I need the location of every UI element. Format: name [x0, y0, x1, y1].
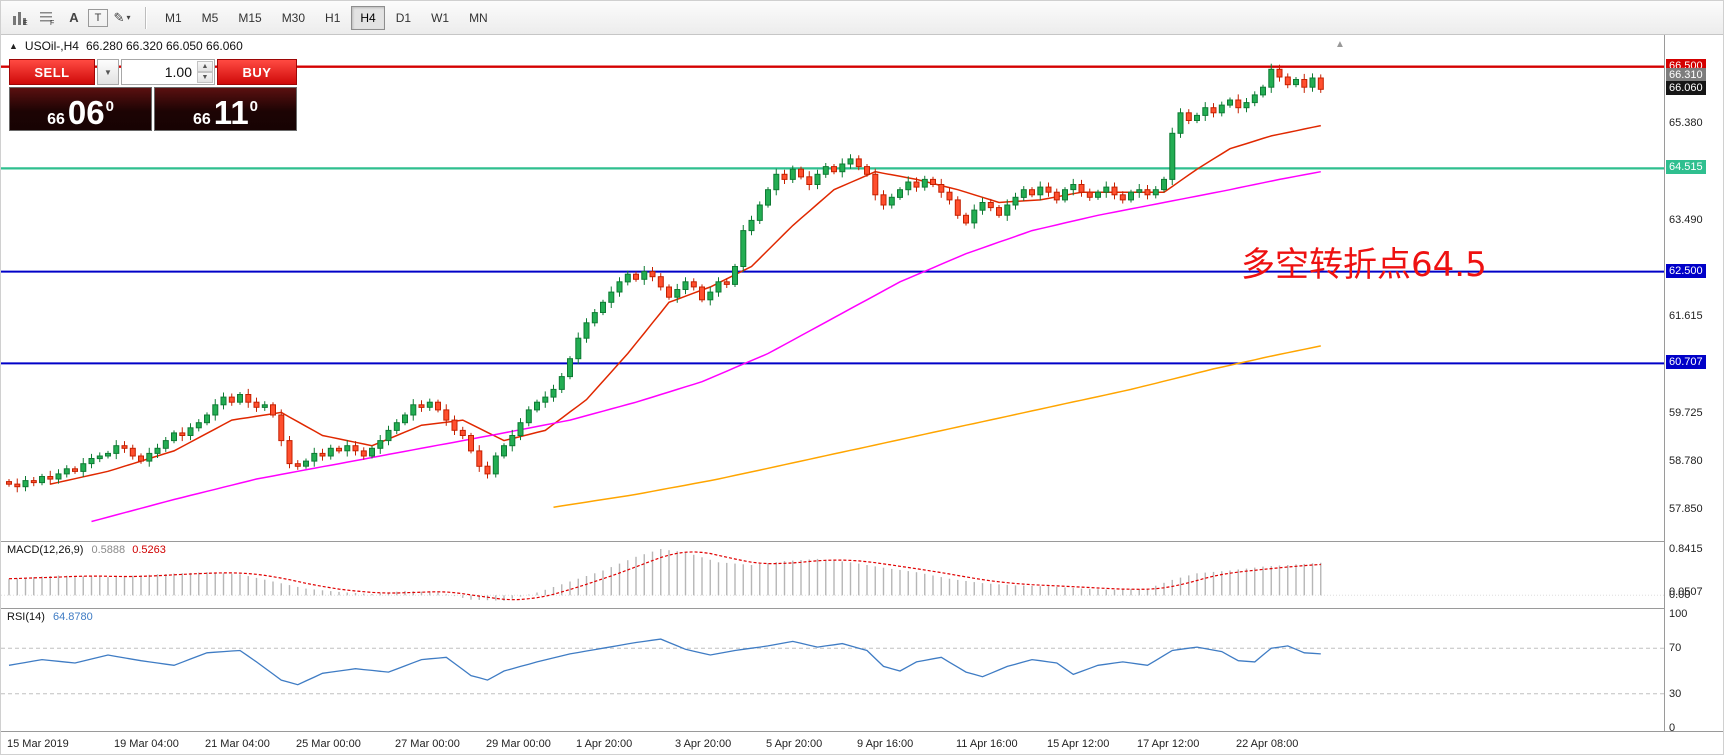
one-click-trading-panel: SELL ▼ ▲ ▼ BUY 66 06 0 66 [9, 59, 297, 131]
price-grid-label: 57.850 [1669, 503, 1703, 515]
time-axis-label: 21 Mar 04:00 [205, 738, 270, 750]
price-grid-label: 63.490 [1669, 214, 1703, 226]
time-axis-label: 5 Apr 20:00 [766, 738, 823, 750]
trade-order-row: SELL ▼ ▲ ▼ BUY [9, 59, 297, 85]
timeframe-button-M15[interactable]: M15 [238, 10, 262, 25]
macd-panel: MACD(12,26,9) 0.5888 0.5263 [1, 541, 1664, 608]
timeframe-button-W1[interactable]: W1 [431, 10, 450, 25]
rsi-label: RSI(14) 64.8780 [7, 611, 93, 623]
price-grid-label: 59.725 [1669, 407, 1703, 419]
price-grid-label: 65.380 [1669, 117, 1703, 129]
rsi-name: RSI(14) [7, 611, 45, 623]
draw-tool-icon[interactable]: ✎ ▾ [109, 6, 135, 30]
chart-annotation-text: 多空转折点64.5 [1241, 245, 1487, 285]
volume-down-button[interactable]: ▼ [197, 72, 213, 83]
sell-price-tile[interactable]: 66 06 0 [9, 87, 152, 131]
price-grid-label: 61.615 [1669, 310, 1703, 322]
time-axis-label: 15 Mar 2019 [7, 738, 69, 750]
time-axis-label: 25 Mar 00:00 [296, 738, 361, 750]
candlestick-chart[interactable] [1, 36, 1664, 541]
timeframe-button-H4[interactable]: H4 [351, 5, 385, 30]
macd-signal-value: 0.5263 [132, 544, 166, 556]
macd-axis-label: 0.8415 [1669, 543, 1703, 555]
sell-price-prefix: 66 [47, 111, 65, 128]
macd-main-value: 0.5888 [91, 544, 126, 556]
sell-price-big: 06 [67, 94, 105, 131]
price-current-label: 66.060 [1666, 81, 1706, 95]
buy-price-sup: 0 [249, 98, 259, 115]
timeframe-button-M30[interactable]: M30 [281, 10, 306, 25]
price-axis[interactable]: 65.380 63.490 61.615 59.725 58.780 57.850 66.5… [1664, 35, 1723, 734]
price-line-label: 62.500 [1666, 264, 1706, 278]
time-axis-label: 3 Apr 20:00 [675, 738, 732, 750]
rsi-chart [1, 638, 1664, 695]
timeframe-button-D1[interactable]: D1 [395, 10, 412, 25]
price-line-label: 60.707 [1666, 355, 1706, 369]
toolbar-separator [145, 6, 146, 29]
buy-button[interactable]: BUY [217, 59, 297, 85]
chart-shift-marker-icon[interactable]: ▲ [1335, 39, 1345, 50]
sell-price-sup: 0 [105, 98, 114, 115]
indicator-list-glyph: F [39, 11, 54, 26]
price-grid-label: 58.780 [1669, 455, 1703, 467]
price-chart-panel: ▲ USOil-,H4 66.280 66.320 66.050 66.060 … [1, 35, 1664, 541]
time-axis-label: 29 Mar 00:00 [486, 738, 551, 750]
chart-bars-icon[interactable]: E [7, 6, 33, 30]
timeframe-button-M1[interactable]: M1 [165, 10, 182, 25]
time-axis-label: 19 Mar 04:00 [114, 738, 179, 750]
price-line-label: 64.515 [1666, 160, 1706, 174]
macd-label: MACD(12,26,9) 0.5888 0.5263 [7, 544, 166, 556]
svg-text:E: E [23, 20, 28, 26]
rsi-axis-label: 100 [1669, 608, 1688, 620]
volume-dropdown-button[interactable]: ▼ [97, 59, 119, 85]
timeframe-button-M5[interactable]: M5 [201, 10, 219, 25]
timeframe-group: M1 M5 M15 M30 H1 H4 D1 W1 MN [155, 5, 498, 30]
trade-price-tiles: 66 06 0 66 11 0 [9, 87, 297, 131]
macd-chart [1, 549, 1664, 601]
buy-price-big: 11 [213, 94, 249, 131]
rsi-panel: RSI(14) 64.8780 [1, 608, 1664, 731]
sell-button[interactable]: SELL [9, 59, 95, 85]
macd-axis-label: 0.0507 [1669, 586, 1703, 598]
chart-header: ▲ USOil-,H4 66.280 66.320 66.050 66.060 [9, 39, 243, 53]
svg-text:F: F [50, 20, 54, 26]
time-axis-label: 15 Apr 12:00 [1047, 738, 1110, 750]
dropdown-chevron-icon: ▾ [126, 13, 131, 22]
toolbar: E F A T ✎ ▾ M1 M5 M15 M30 H1 H4 D1 W1 MN [1, 1, 1723, 35]
time-axis-label: 1 Apr 20:00 [576, 738, 633, 750]
rsi-axis-label: 70 [1669, 642, 1682, 654]
rsi-value: 64.8780 [52, 611, 93, 623]
volume-up-button[interactable]: ▲ [197, 61, 213, 72]
text-label-tool-icon[interactable]: A [69, 10, 79, 25]
volume-field-wrap: ▲ ▼ [121, 59, 215, 85]
timeframe-button-MN[interactable]: MN [469, 10, 488, 25]
textbox-tool-icon[interactable]: T [88, 8, 108, 27]
time-axis[interactable]: 15 Mar 2019 19 Mar 04:00 21 Mar 04:00 25 Ma… [1, 731, 1723, 754]
macd-name: MACD(12,26,9) [7, 544, 84, 556]
timeframe-button-H1[interactable]: H1 [325, 10, 341, 25]
macd-axis-label: 0.00 [1669, 589, 1691, 601]
symbol-marker-icon: ▲ [9, 41, 18, 51]
rsi-axis-label: 30 [1669, 688, 1682, 700]
buy-price-tile[interactable]: 66 11 0 [154, 87, 297, 131]
chart-symbol-timeframe: USOil-,H4 [24, 39, 79, 53]
rsi-axis-label: 0 [1669, 722, 1676, 734]
price-current-label: 66.310 [1666, 68, 1706, 82]
time-axis-label: 17 Apr 12:00 [1137, 738, 1200, 750]
indicator-list-icon[interactable]: F [34, 6, 60, 30]
time-axis-label: 27 Mar 00:00 [395, 738, 460, 750]
time-axis-label: 22 Apr 08:00 [1236, 738, 1299, 750]
volume-spinner: ▲ ▼ [197, 61, 213, 83]
time-axis-label: 9 Apr 16:00 [857, 738, 914, 750]
chart-ohlc-values: 66.280 66.320 66.050 66.060 [85, 39, 243, 53]
buy-price-prefix: 66 [192, 111, 211, 128]
pencil-icon: ✎ [113, 9, 125, 25]
time-axis-label: 11 Apr 16:00 [956, 738, 1018, 750]
chart-bars-glyph: E [12, 11, 28, 26]
